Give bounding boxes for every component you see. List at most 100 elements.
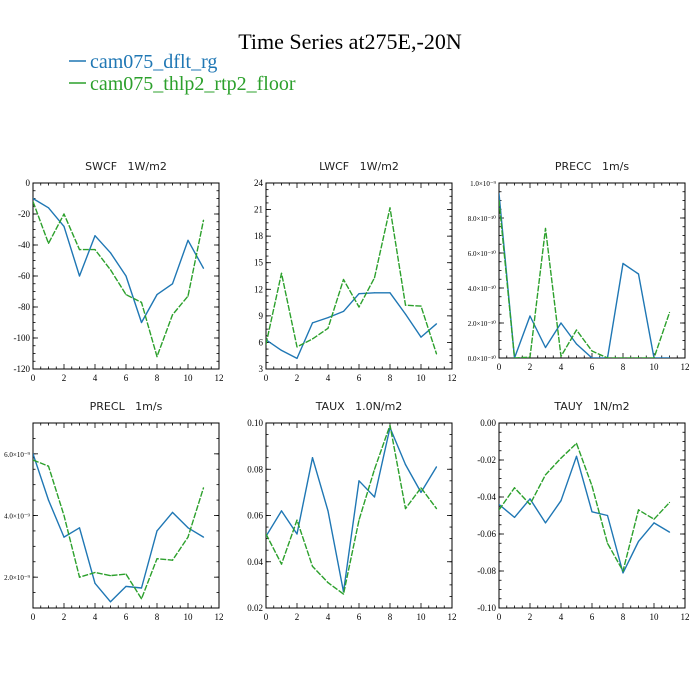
x-tick-label: 12 <box>215 612 224 622</box>
data-point <box>280 563 283 565</box>
data-point <box>544 474 547 476</box>
data-point <box>575 455 578 457</box>
x-tick-label: 2 <box>62 373 67 383</box>
x-tick-label: 8 <box>155 373 160 383</box>
x-tick-label: 12 <box>448 612 457 622</box>
data-point <box>513 357 516 358</box>
data-point <box>63 514 65 517</box>
data-point <box>622 357 624 358</box>
data-point <box>606 514 609 517</box>
data-point <box>606 357 609 358</box>
x-tick-label: 8 <box>388 612 393 622</box>
data-point <box>591 350 593 352</box>
data-point <box>622 570 624 572</box>
data-point <box>668 501 671 504</box>
x-tick-label: 12 <box>215 373 224 383</box>
data-point <box>575 442 578 444</box>
data-point <box>33 459 34 461</box>
data-point <box>373 277 376 279</box>
data-point <box>109 575 112 577</box>
data-point <box>513 487 516 489</box>
data-point <box>529 356 531 358</box>
data-point <box>591 485 593 487</box>
panel-title: LWCF 1W/m2 <box>319 160 399 173</box>
y-tick-label: 4.0×10⁻¹⁰ <box>468 285 496 293</box>
data-point <box>499 509 500 511</box>
y-tick-label: 2.0×10⁻¹⁰ <box>468 320 496 328</box>
x-tick-label: 0 <box>497 362 502 372</box>
data-point <box>358 480 360 482</box>
data-point <box>125 573 127 575</box>
legend: cam075_dflt_rg cam075_thlp2_rtp2_floor <box>69 51 296 95</box>
series-line-dflt <box>499 455 670 574</box>
data-point <box>171 314 174 316</box>
data-point <box>187 527 189 529</box>
data-point <box>342 278 345 281</box>
y-tick-label: 9 <box>259 311 264 321</box>
data-point <box>156 356 158 358</box>
data-point <box>94 235 96 237</box>
series-line-floor <box>33 459 205 600</box>
x-tick-label: 2 <box>528 362 533 372</box>
data-point <box>266 343 267 345</box>
series-line-dflt <box>266 292 437 360</box>
data-point <box>202 536 205 538</box>
y-tick-label: -60 <box>18 271 30 281</box>
x-tick-label: 8 <box>388 373 393 383</box>
data-point <box>435 323 438 325</box>
x-tick-label: 6 <box>590 362 595 372</box>
data-point <box>202 219 205 221</box>
data-point <box>109 269 112 271</box>
panels: SWCF 1W/m20 2 4 6 8 10 12-120-100-80-60-40-200… <box>4 160 689 622</box>
x-tick-label: 2 <box>295 612 300 622</box>
y-tick-label: 6 <box>259 337 264 347</box>
data-point <box>420 487 422 489</box>
panel-title: PRECC 1m/s <box>555 160 629 173</box>
x-tick-label: 2 <box>295 373 300 383</box>
data-point <box>187 295 189 297</box>
x-tick-label: 2 <box>62 612 67 622</box>
data-point <box>280 349 283 351</box>
x-tick-label: 2 <box>528 612 533 622</box>
series-line-dflt <box>266 426 438 593</box>
data-point <box>63 536 65 538</box>
data-point <box>327 327 329 329</box>
data-point <box>171 283 174 285</box>
x-tick-label: 0 <box>497 612 502 622</box>
y-tick-label: -100 <box>14 333 31 343</box>
data-point <box>499 199 500 202</box>
y-tick-label: 21 <box>254 205 263 215</box>
data-point <box>296 519 298 521</box>
data-point <box>435 353 438 355</box>
data-point <box>47 499 50 501</box>
data-point <box>94 571 96 574</box>
data-point <box>560 457 562 459</box>
data-point <box>560 322 562 324</box>
y-tick-label: 0.08 <box>247 464 263 474</box>
x-tick-label: 4 <box>326 373 331 383</box>
data-point <box>280 272 283 274</box>
x-tick-label: 6 <box>357 373 362 383</box>
x-tick-label: 0 <box>31 373 36 383</box>
data-point <box>404 304 407 306</box>
series-line-floor <box>33 201 205 358</box>
y-tick-label: 0.10 <box>247 418 263 428</box>
data-point <box>327 510 329 512</box>
panel-2: PRECC 1m/s 0 2 4 6 8 10 12 0.0×10⁻¹⁰ 2.0×10⁻¹⁰ 4.0… <box>468 160 690 372</box>
data-point <box>435 508 438 510</box>
data-point <box>637 540 640 543</box>
x-tick-label: 12 <box>681 362 690 372</box>
panel-title: TAUX 1.0N/m2 <box>315 400 403 413</box>
y-tick-label: -0.10 <box>477 603 496 613</box>
data-point <box>296 357 298 359</box>
data-point <box>78 249 81 251</box>
y-tick-label: 2.0×10⁻⁹ <box>4 574 30 582</box>
x-tick-label: 6 <box>357 612 362 622</box>
data-point <box>513 516 516 519</box>
data-point <box>140 301 143 303</box>
data-point <box>668 531 671 533</box>
data-point <box>389 424 391 426</box>
y-tick-label: 15 <box>254 258 264 268</box>
y-tick-label: 4.0×10⁻⁹ <box>4 513 30 521</box>
